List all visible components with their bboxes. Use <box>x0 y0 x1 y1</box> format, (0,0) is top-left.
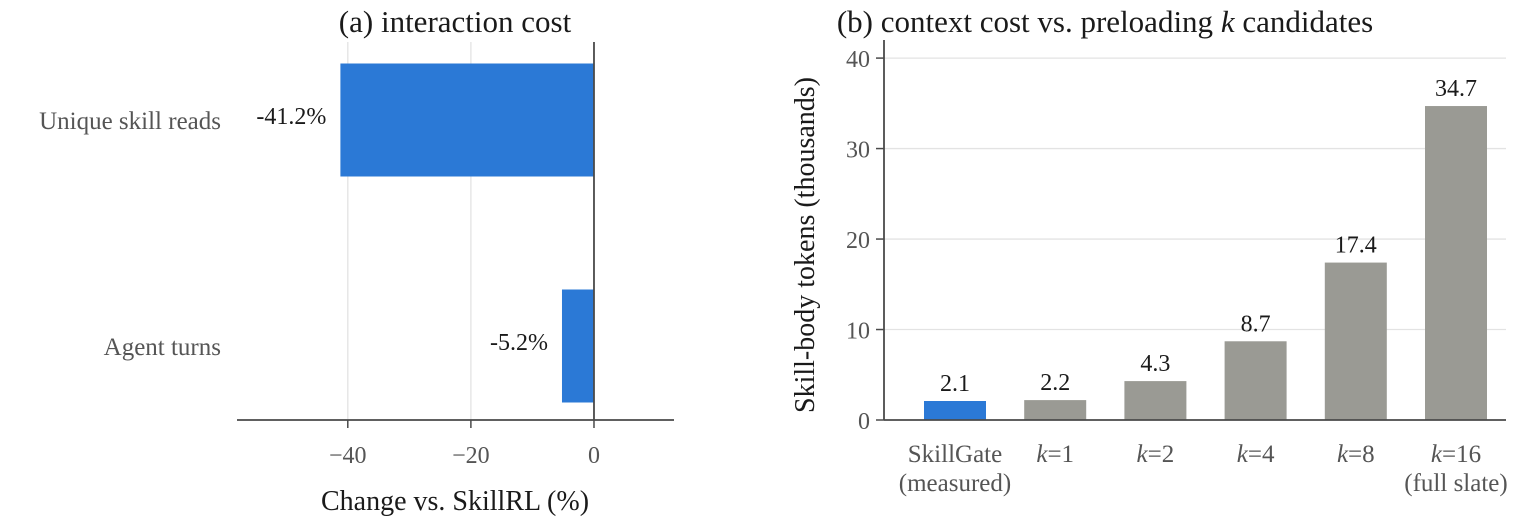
panel-b-category-italic: k <box>1137 441 1149 468</box>
panel-b-value-label: 17.4 <box>1335 233 1377 259</box>
panel-b-title-part: candidates <box>1235 4 1374 39</box>
panel-b-category-label: k=4 <box>1237 441 1275 468</box>
panel-b-bar <box>1324 262 1387 420</box>
panel-b-bar <box>1124 381 1187 420</box>
panel-a-bar <box>340 63 594 177</box>
panel-b-category-label: (measured) <box>899 470 1011 497</box>
panel-b-category-text: SkillGate <box>908 441 1002 468</box>
panel-b-title-italic: k <box>1221 4 1236 39</box>
panel-b-category-label: k=1 <box>1036 441 1074 468</box>
panel-b-y-tick-label: 40 <box>846 47 870 73</box>
panel-b-value-label: 2.1 <box>940 371 970 397</box>
panel-b-category-label: k=16 <box>1431 441 1481 468</box>
panel-a-x-tick-label: 0 <box>588 443 600 469</box>
panel-b-y-tick-label: 0 <box>858 409 870 435</box>
panel-a-x-axis-label: Change vs. SkillRL (%) <box>321 486 589 517</box>
panel-b-value-label: 2.2 <box>1040 370 1070 396</box>
panel-b-category-italic: k <box>1337 441 1349 468</box>
panel-b-bar <box>1024 400 1087 420</box>
panel-b-category-label: k=8 <box>1337 441 1375 468</box>
panel-b-y-tick-label: 30 <box>846 138 870 164</box>
panel-b-category-text: (measured) <box>899 470 1011 497</box>
panel-b-category-label: SkillGate <box>908 441 1002 468</box>
panel-b-value-label: 4.3 <box>1140 351 1170 377</box>
panel-b-category-italic: k <box>1237 441 1249 468</box>
panel-b-y-tick-label: 20 <box>846 228 870 254</box>
panel-a-x-tick-label: −40 <box>329 443 367 469</box>
panel-b-title: (b) context cost vs. preloading k candid… <box>837 4 1373 39</box>
panel-b-category-label: k=2 <box>1137 441 1175 468</box>
panel-b-category-italic: k <box>1431 441 1443 468</box>
panel-a-title: (a) interaction cost <box>339 4 572 39</box>
panel-b-category-label: (full slate) <box>1404 470 1507 497</box>
panel-a-interaction-cost: (a) interaction cost Change vs. SkillRL … <box>39 4 674 517</box>
panel-a-bar <box>561 289 594 403</box>
panel-b-title-part: (b) context cost vs. preloading <box>837 4 1221 39</box>
panel-b-value-label: 34.7 <box>1435 76 1477 102</box>
panel-b-bar <box>1425 106 1487 421</box>
panel-a-value-label: -5.2% <box>490 330 548 356</box>
panel-b-category-text: =16 <box>1442 441 1481 468</box>
panel-b-y-axis-label: Skill-body tokens (thousands) <box>790 77 821 413</box>
panel-a-value-label: -41.2% <box>256 104 326 130</box>
panel-b-context-cost: (b) context cost vs. preloading k candid… <box>790 4 1508 497</box>
panel-a-x-tick-label: −20 <box>452 443 490 469</box>
panel-a-category-label: Unique skill reads <box>39 108 221 135</box>
panel-b-category-text: =4 <box>1248 441 1275 468</box>
panel-a-category-label: Agent turns <box>104 334 221 361</box>
panel-b-bar <box>924 401 986 420</box>
panel-b-category-text: =1 <box>1047 441 1074 468</box>
panel-b-y-tick-label: 10 <box>846 319 870 345</box>
panel-b-value-label: 8.7 <box>1241 311 1271 337</box>
panel-b-category-italic: k <box>1036 441 1048 468</box>
panel-b-category-text: =8 <box>1348 441 1375 468</box>
panel-b-bar <box>1224 341 1287 420</box>
panel-b-category-text: =2 <box>1148 441 1175 468</box>
panel-b-category-text: (full slate) <box>1404 470 1507 497</box>
